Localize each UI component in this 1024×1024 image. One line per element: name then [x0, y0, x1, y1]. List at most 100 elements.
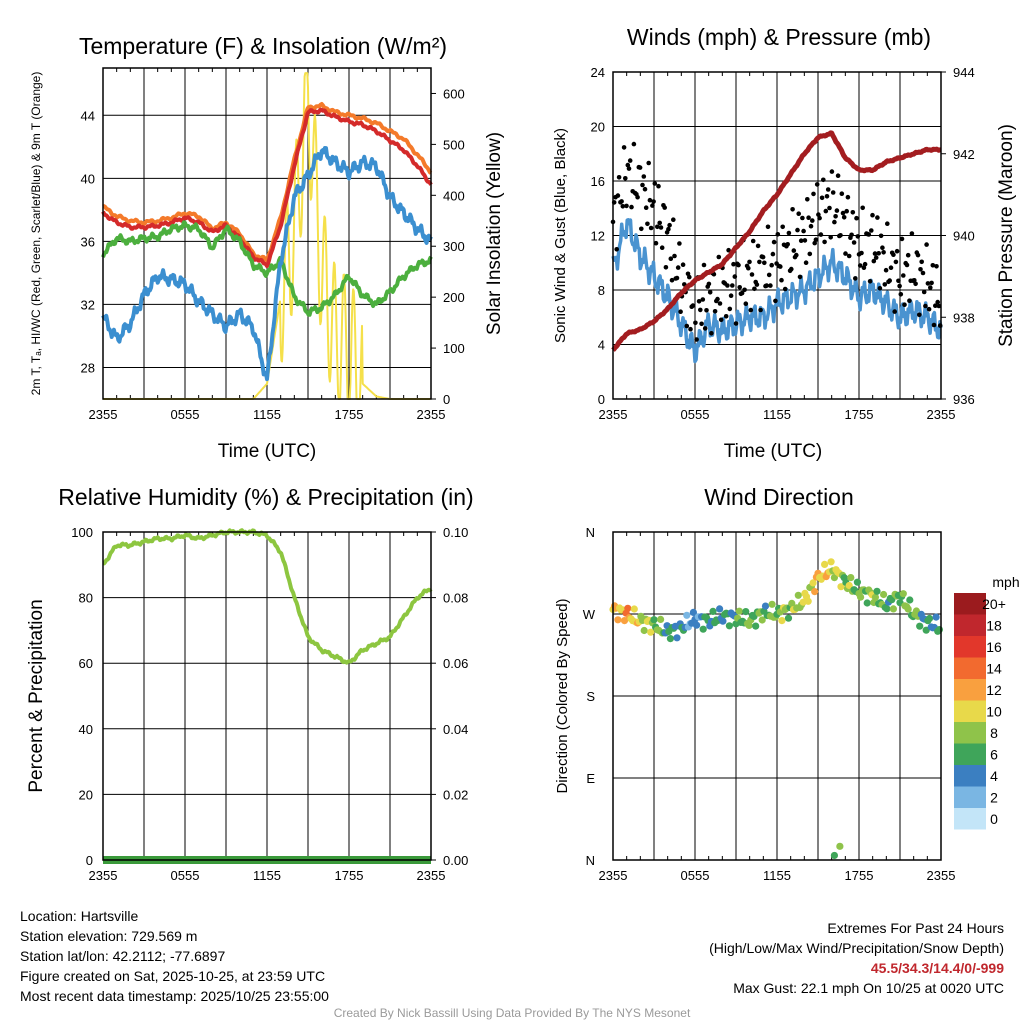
- gust-point: [736, 262, 741, 268]
- y-tick-label: W: [583, 607, 596, 622]
- direction-point: [830, 851, 839, 860]
- y2-tick-label: 500: [443, 137, 465, 152]
- direction-point: [735, 607, 743, 615]
- gust-point: [669, 277, 675, 283]
- gust-point: [653, 240, 659, 246]
- gust-point: [838, 233, 843, 238]
- gust-point: [677, 241, 682, 246]
- direction-point: [821, 560, 829, 569]
- y2-tick-label: 940: [953, 229, 975, 244]
- gust-point: [872, 251, 878, 256]
- gust-point: [656, 183, 661, 189]
- gust-point: [771, 239, 777, 245]
- gust-point: [694, 337, 699, 342]
- x-tick-label: 1755: [335, 407, 364, 422]
- gust-point: [680, 262, 686, 268]
- gust-point: [766, 272, 772, 278]
- gust-point: [909, 231, 915, 236]
- x-tick-label: 1755: [335, 868, 364, 883]
- y-tick-label: 8: [598, 283, 605, 298]
- direction-point: [709, 607, 717, 616]
- direction-point: [827, 558, 835, 566]
- gust-point: [934, 264, 939, 269]
- y2-tick-label: 944: [953, 65, 975, 80]
- direction-point: [906, 596, 914, 604]
- gust-point: [731, 261, 736, 267]
- gust-point: [936, 303, 942, 309]
- direction-point: [880, 590, 888, 599]
- direction-point: [630, 605, 638, 613]
- x-tick-label: 2355: [599, 407, 628, 422]
- gust-point: [817, 215, 822, 221]
- gust-point: [693, 320, 698, 326]
- plot-border: [612, 531, 942, 861]
- x-axis-label: Time (UTC): [724, 441, 823, 462]
- y-axis-label: Sonic Wind & Gust (Blue, Black): [552, 128, 569, 343]
- gust-point: [867, 279, 873, 284]
- gust-point: [802, 238, 808, 243]
- y2-tick-label: 0.06: [443, 656, 468, 671]
- y-tick-label: 12: [591, 229, 605, 244]
- legend-swatch: [954, 808, 986, 830]
- gust-point: [706, 281, 712, 287]
- gust-point: [700, 297, 706, 302]
- gust-point: [828, 235, 833, 240]
- direction-point: [932, 613, 940, 621]
- direction-point: [742, 608, 750, 616]
- y-tick-label: N: [586, 853, 595, 868]
- y-tick-label: 40: [79, 722, 93, 737]
- gust-point: [663, 265, 669, 270]
- chart-title: Temperature (F) & Insolation (W/m²): [79, 33, 447, 59]
- gust-point: [678, 309, 683, 315]
- direction-point: [683, 611, 691, 619]
- y-tick-label: 24: [591, 65, 605, 80]
- direction-point: [768, 600, 776, 608]
- gust-point: [818, 232, 824, 237]
- direction-point: [614, 616, 622, 624]
- direction-point: [888, 596, 896, 604]
- direction-point: [904, 605, 912, 613]
- gust-point: [757, 259, 762, 265]
- direction-point: [935, 626, 944, 634]
- gust-point: [782, 286, 788, 292]
- gust-point: [832, 219, 837, 225]
- plot-border: [612, 71, 942, 400]
- x-tick-label: 2355: [89, 868, 118, 883]
- gust-point: [768, 283, 773, 288]
- gust-point: [615, 193, 621, 198]
- legend-swatch: [954, 636, 986, 658]
- chart-title: Winds (mph) & Pressure (mb): [627, 24, 931, 50]
- gust-point: [830, 190, 836, 195]
- direction-point: [657, 615, 665, 624]
- y-tick-label: 32: [81, 297, 95, 312]
- gust-point: [829, 169, 835, 174]
- gust-point: [873, 255, 879, 260]
- legend-label: 14: [986, 661, 1002, 677]
- gust-point: [725, 283, 730, 288]
- gust-point: [635, 194, 640, 200]
- gust-point: [902, 302, 907, 308]
- y2-tick-label: 600: [443, 86, 465, 101]
- chart-title: Relative Humidity (%) & Precipitation (i…: [58, 484, 473, 510]
- gust-point: [657, 220, 662, 226]
- gust-point: [841, 215, 847, 220]
- gust-point: [712, 309, 718, 314]
- y-tick-label: 80: [79, 591, 93, 606]
- gust-point: [814, 182, 820, 187]
- extremes-values: 45.5/34.3/14.4/0/-999: [870, 960, 1004, 976]
- gust-point: [637, 165, 643, 170]
- gust-point: [717, 301, 723, 306]
- extremes-title: Extremes For Past 24 Hours: [827, 920, 1004, 936]
- gust-point: [823, 208, 829, 214]
- gust-point: [877, 286, 883, 291]
- gust-point: [919, 259, 924, 265]
- gust-point: [915, 252, 921, 258]
- y2-tick-label: 938: [953, 310, 975, 325]
- gust-point: [707, 290, 713, 295]
- gust-point: [885, 221, 890, 226]
- y-tick-label: 100: [71, 525, 93, 540]
- legend-swatch: [954, 657, 986, 679]
- gust-point: [629, 204, 634, 210]
- legend-label: 8: [990, 725, 998, 741]
